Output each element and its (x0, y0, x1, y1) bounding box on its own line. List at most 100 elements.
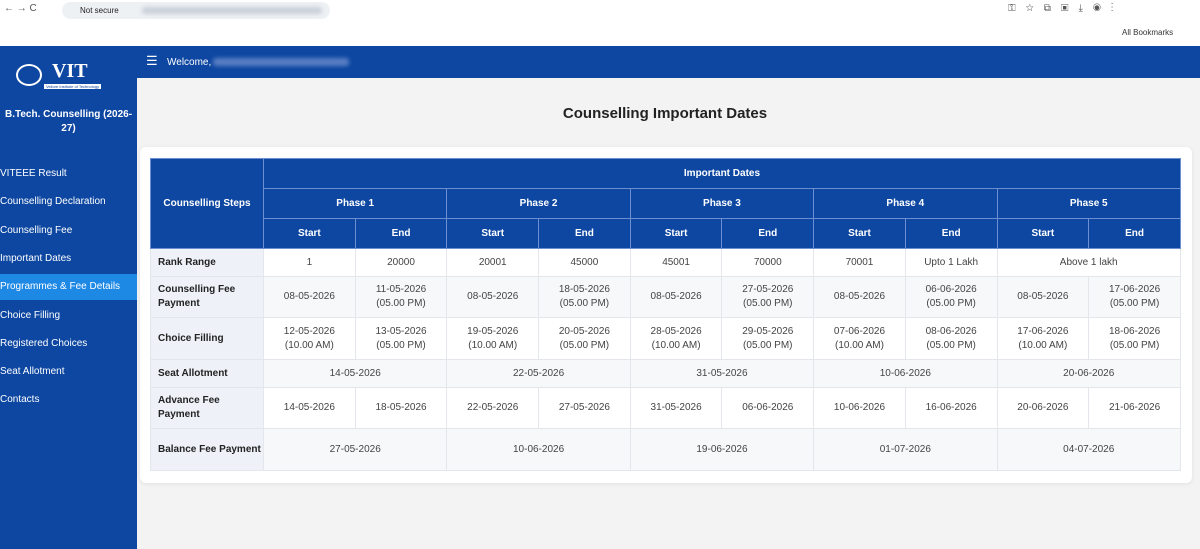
start-header: Start (263, 218, 356, 249)
table-row: Choice Filling 12-05-2026 (10.00 AM) 13-05… (150, 317, 1181, 360)
header-cell: Important Dates (263, 158, 1181, 189)
menu-item[interactable]: Choice Filling (0, 309, 61, 321)
address-bar[interactable]: Not secure (62, 2, 330, 19)
step-cell: Balance Fee Payment (150, 428, 264, 471)
end-header: End (904, 218, 998, 249)
step-cell: Seat Allotment (150, 359, 264, 388)
date-cell: 06-06-2026 (721, 387, 815, 429)
date-cell: 20000 (354, 248, 448, 277)
date-cell: 10-06-2026 (813, 359, 998, 388)
step-cell: Advance Fee Payment (150, 387, 264, 429)
date-cell: 14-05-2026 (263, 387, 356, 429)
nav-buttons[interactable]: ← → C (4, 3, 37, 14)
app-title: B.Tech. Counselling (2026-27) (4, 109, 133, 134)
start-header: Start (813, 218, 906, 249)
date-cell: 22-05-2026 (446, 387, 540, 429)
blurred-name (213, 58, 349, 66)
date-cell: 28-05-2026 (10.00 AM) (629, 317, 723, 360)
date-cell: 10-06-2026 (446, 428, 631, 471)
table-row: Balance Fee Payment 27-05-2026 10-06-2026 1… (150, 428, 1181, 471)
table-row: Seat Allotment 14-05-2026 22-05-2026 31-05-… (150, 359, 1181, 388)
security-label: Not secure (80, 6, 119, 15)
date-cell: 27-05-2026 (05.00 PM) (721, 276, 815, 318)
menu-item[interactable]: Seat Allotment (0, 366, 65, 378)
sidebar: VIT Vellore Institute of Technology B.Te… (0, 46, 137, 549)
menu-item[interactable]: Counselling Fee (0, 224, 73, 236)
date-cell: 13-05-2026 (05.00 PM) (354, 317, 448, 360)
date-cell: 19-06-2026 (629, 428, 815, 471)
start-header: Start (996, 218, 1090, 249)
logo-text: VIT (52, 60, 88, 82)
end-header: End (538, 218, 631, 249)
date-cell: 11-05-2026 (05.00 PM) (354, 276, 448, 318)
logo-emblem (16, 64, 42, 86)
start-header: Start (446, 218, 540, 249)
date-cell: 20-06-2026 (996, 387, 1090, 429)
date-cell: Upto 1 Lakh (904, 248, 998, 277)
phase-header: Phase 1 (262, 188, 448, 219)
end-header: End (721, 218, 815, 249)
date-cell: 22-05-2026 (446, 359, 631, 388)
date-cell: 20-05-2026 (05.00 PM) (538, 317, 631, 360)
header-cell: Counselling Steps (150, 158, 264, 249)
date-cell: 08-06-2026 (05.00 PM) (904, 317, 998, 360)
date-cell: 08-05-2026 (813, 276, 906, 318)
blurred-url (142, 7, 322, 14)
date-cell: 08-05-2026 (446, 276, 540, 318)
date-cell: 20001 (446, 248, 540, 277)
date-cell: 21-06-2026 (1088, 387, 1181, 429)
date-cell: 17-06-2026 (05.00 PM) (1088, 276, 1181, 318)
date-cell: 27-05-2026 (538, 387, 631, 429)
step-cell: Choice Filling (150, 317, 264, 360)
start-header: Start (629, 218, 723, 249)
end-header: End (1088, 218, 1181, 249)
logo-subtitle: Vellore Institute of Technology (44, 84, 102, 89)
menu-item[interactable]: Programmes & Fee Details (0, 274, 137, 301)
date-cell: 18-05-2026 (05.00 PM) (538, 276, 631, 318)
menu-item[interactable]: Registered Choices (0, 337, 88, 349)
date-cell: 20-06-2026 (996, 359, 1181, 388)
date-cell: 01-07-2026 (813, 428, 998, 471)
date-cell: 06-06-2026 (05.00 PM) (904, 276, 998, 318)
header-row: Phase 1 Phase 2 Phase 3 Phase 4 Phase 5 (151, 188, 1181, 219)
date-cell: 27-05-2026 (262, 428, 448, 471)
table-row: Advance Fee Payment 14-05-2026 18-05-2026 2… (150, 387, 1181, 429)
bookmarks-label[interactable]: All Bookmarks (1122, 28, 1174, 37)
date-cell: 70001 (813, 248, 906, 277)
date-cell: 45001 (629, 248, 723, 277)
date-cell: 18-06-2026 (05.00 PM) (1088, 317, 1181, 360)
menu-item[interactable]: VITEEE Result (0, 168, 67, 179)
date-cell: 29-05-2026 (05.00 PM) (721, 317, 815, 360)
header-row: Counselling Steps Important Dates (150, 158, 1181, 249)
menu-item[interactable]: Counselling Declaration (0, 196, 106, 208)
date-cell: 17-06-2026 (10.00 AM) (996, 317, 1090, 360)
phase-header: Phase 4 (813, 188, 998, 219)
step-cell: Rank Range (150, 248, 264, 277)
menu-item[interactable]: Important Dates (0, 252, 72, 264)
date-cell: 08-05-2026 (263, 276, 356, 318)
page-title: Counselling Important Dates (562, 105, 768, 122)
browser-toolbar: ← → C Not secure ⚿☆⧉▣⤓◉⋮ (0, 0, 1200, 21)
date-cell: 45000 (538, 248, 631, 277)
date-cell: 31-05-2026 (629, 359, 815, 388)
date-cell: 19-05-2026 (10.00 AM) (446, 317, 540, 360)
phase-header: Phase 5 (996, 188, 1181, 219)
table-row: Counselling Fee Payment 08-05-2026 11-05-2… (150, 276, 1181, 318)
date-cell: 18-05-2026 (354, 387, 448, 429)
menu-item[interactable]: Contacts (0, 394, 40, 406)
step-cell: Counselling Fee Payment (150, 276, 264, 318)
top-bar: ☰ Welcome, (137, 46, 1200, 78)
bookmarks-bar: All Bookmarks (0, 21, 1200, 46)
date-cell: 31-05-2026 (629, 387, 723, 429)
date-cell: 12-05-2026 (10.00 AM) (263, 317, 356, 360)
date-cell: 70000 (721, 248, 815, 277)
header-row: Start End Start End Start End Start End Start End (151, 218, 1181, 249)
date-cell: 04-07-2026 (996, 428, 1181, 471)
table-row: Rank Range 1 20000 20001 45000 45001 70000 7000… (150, 248, 1181, 277)
date-cell: 10-06-2026 (813, 387, 906, 429)
phase-header: Phase 2 (446, 188, 631, 219)
phase-header: Phase 3 (629, 188, 815, 219)
hamburger[interactable]: ☰ (146, 53, 158, 68)
browser-icons[interactable]: ⚿☆⧉▣⤓◉⋮ (1008, 3, 1124, 14)
